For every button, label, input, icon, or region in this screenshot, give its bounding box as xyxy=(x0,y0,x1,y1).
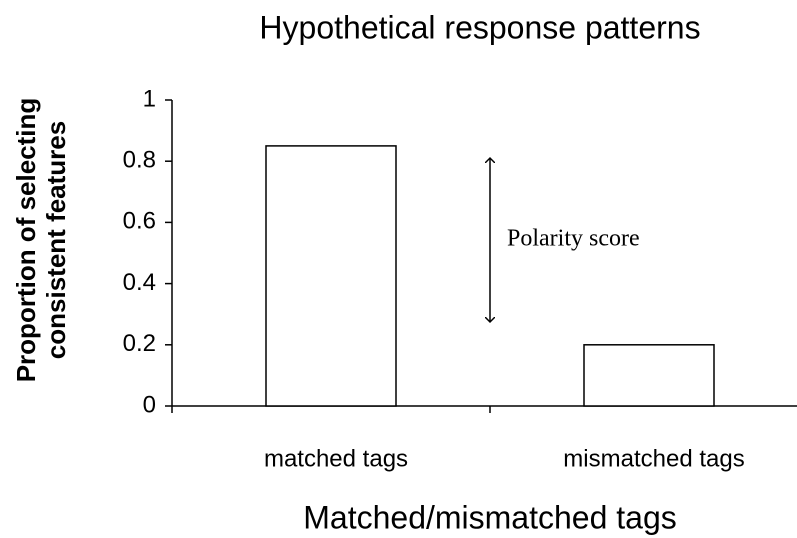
bar xyxy=(583,344,715,407)
y-tick-label: 0.6 xyxy=(123,208,156,235)
y-tick-label: 0.8 xyxy=(123,147,156,174)
y-tick-label: 0.2 xyxy=(123,330,156,357)
annotation: Polarity score xyxy=(507,226,640,252)
x-tick-label: mismatched tags xyxy=(563,445,744,472)
y-tick-label: 1 xyxy=(143,85,156,112)
y-axis-label-line: Proportion of selecting xyxy=(11,98,41,383)
y-tick-label: 0 xyxy=(143,391,156,418)
x-tick-label: matched tags xyxy=(264,445,408,472)
y-tick-label: 0.4 xyxy=(123,269,156,296)
bar xyxy=(265,145,397,407)
chart-title: Hypothetical response patterns xyxy=(259,9,700,45)
y-axis-label-line: consistent features xyxy=(41,121,71,359)
y-axis-label: Proportion of selecting consistent featu… xyxy=(11,98,71,383)
x-axis-label: Matched/mismatched tags xyxy=(303,499,677,535)
